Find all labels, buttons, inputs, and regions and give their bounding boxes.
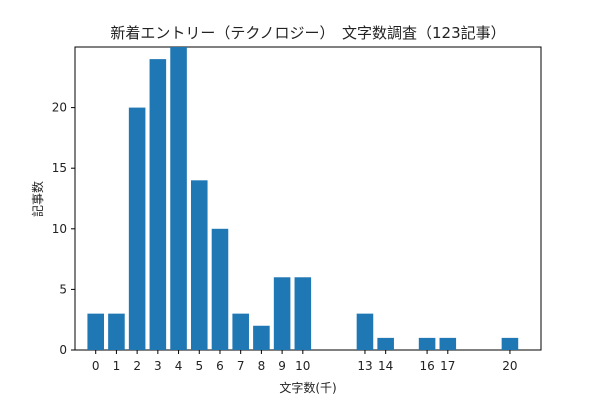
bar-3 [149,59,167,351]
x-tick-label: 5 [195,359,203,373]
bar-5 [190,180,208,350]
bar-20 [501,337,519,350]
bar-4 [170,47,187,350]
x-tick-label: 0 [92,359,100,373]
bar-10 [294,277,312,350]
bar-8 [253,325,270,350]
y-axis: 0 5 10 15 20 [52,101,75,357]
bar-13 [356,313,374,350]
x-axis-title: 文字数(千) [279,380,336,395]
bar-17 [439,337,457,350]
x-tick-label: 2 [133,359,141,373]
y-tick-label: 5 [59,282,67,296]
y-tick-label: 10 [52,222,67,236]
x-tick-label: 7 [237,359,245,373]
bar-1 [108,313,125,350]
x-tick-label: 16 [419,359,434,373]
x-tick-label: 8 [258,359,266,373]
x-tick-label: 9 [278,359,286,373]
x-tick-label: 6 [216,359,224,373]
bar-14 [377,337,394,350]
chart-title: 新着エントリー（テクノロジー） 文字数調査（123記事） [110,24,505,42]
x-tick-label: 14 [378,359,393,373]
y-tick-label: 15 [52,161,67,175]
bar-6 [211,228,229,350]
x-tick-label: 13 [357,359,372,373]
x-tick-label: 4 [175,359,183,373]
x-tick-label: 10 [295,359,310,373]
bar-2 [128,107,146,350]
x-tick-label: 1 [113,359,121,373]
bar-0 [87,313,104,350]
x-axis: 0 1 2 3 4 5 6 7 8 9 10 13 14 16 17 20 [92,350,518,373]
bar-16 [418,337,436,350]
x-tick-label: 17 [440,359,455,373]
y-axis-title: 記事数 [30,181,45,217]
x-tick-label: 3 [154,359,162,373]
bar-7 [232,313,249,350]
bar-9 [273,277,291,350]
y-tick-label: 20 [52,101,67,115]
x-tick-label: 20 [502,359,517,373]
y-tick-label: 0 [59,343,67,357]
bars-group [87,47,519,351]
